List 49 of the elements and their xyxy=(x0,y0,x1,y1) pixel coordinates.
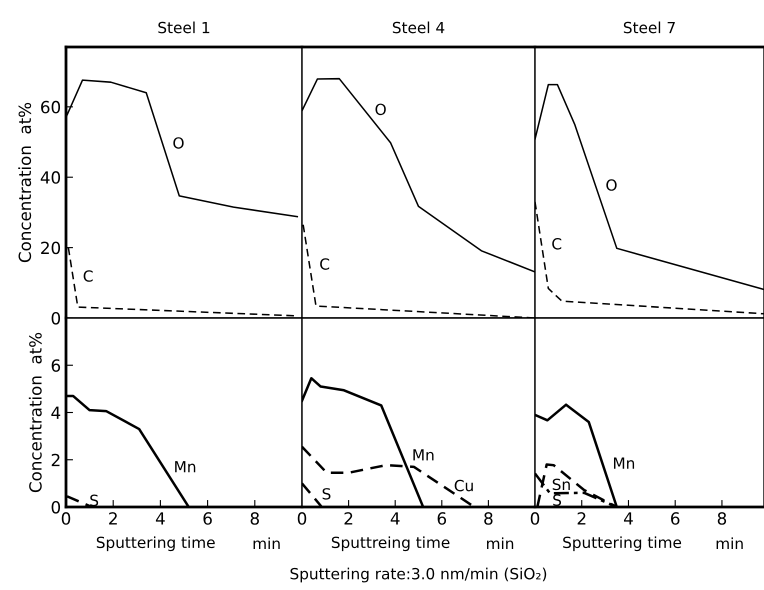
series-label: C xyxy=(320,258,330,270)
y-axis-title: Concentration at% xyxy=(18,102,32,262)
text: Sputtering rate:3.0 nm/min (SiO₂) xyxy=(290,568,546,582)
x-tick-label: 0 xyxy=(530,512,540,525)
x-tick-label: 2 xyxy=(578,512,586,525)
text: min xyxy=(487,537,514,550)
x-axis-title: Sputtering time xyxy=(563,536,682,552)
series-label: O xyxy=(375,104,386,116)
y-tick-label: 6 xyxy=(52,359,60,372)
chart-title: Steel 7 xyxy=(624,22,675,34)
series-label: Cu xyxy=(454,480,473,492)
series-label: Mn xyxy=(175,461,196,472)
x-tick-label: 4 xyxy=(156,512,165,525)
series-label: S xyxy=(322,488,330,500)
series-label: C xyxy=(552,238,562,250)
y-tick-label: 2 xyxy=(52,454,60,466)
y-tick-label: 60 xyxy=(41,100,60,114)
text: min xyxy=(254,537,280,550)
series-label: C xyxy=(84,270,93,282)
chart-title: Steel 4 xyxy=(392,22,444,34)
x-tick-label: 2 xyxy=(344,512,352,525)
series-label: S xyxy=(553,494,562,506)
x-tick-label: 8 xyxy=(718,512,726,525)
y-tick-label: 0 xyxy=(52,312,60,325)
x-tick-label: 2 xyxy=(109,512,117,525)
y-tick-label: 4 xyxy=(51,406,60,419)
x-tick-label: 8 xyxy=(484,512,493,525)
x-tick-label: 6 xyxy=(438,512,446,525)
series-label: Mn xyxy=(614,458,634,469)
y-tick-label: 40 xyxy=(40,171,60,184)
series-label: Sn xyxy=(552,478,570,490)
x-tick-label: 8 xyxy=(250,512,259,525)
x-axis-title: Sputtreing time xyxy=(332,536,450,552)
series-label: O xyxy=(606,179,617,191)
x-tick-label: 0 xyxy=(298,512,306,525)
chart-title: Steel 1 xyxy=(158,22,210,34)
series-label: S xyxy=(90,494,98,506)
text: min xyxy=(716,537,743,550)
x-tick-label: 0 xyxy=(62,512,70,525)
x-tick-label: 6 xyxy=(671,512,680,525)
series-label: O xyxy=(173,137,184,149)
x-tick-label: 6 xyxy=(203,512,212,525)
x-tick-label: 4 xyxy=(624,512,633,525)
x-tick-label: 4 xyxy=(390,512,400,525)
y-axis-title: Concentration at% xyxy=(28,332,42,492)
y-tick-label: 20 xyxy=(41,242,60,254)
series-label: Mn xyxy=(413,449,434,460)
y-tick-label: 0 xyxy=(52,500,60,514)
x-axis-title: Sputtering time xyxy=(96,536,215,552)
